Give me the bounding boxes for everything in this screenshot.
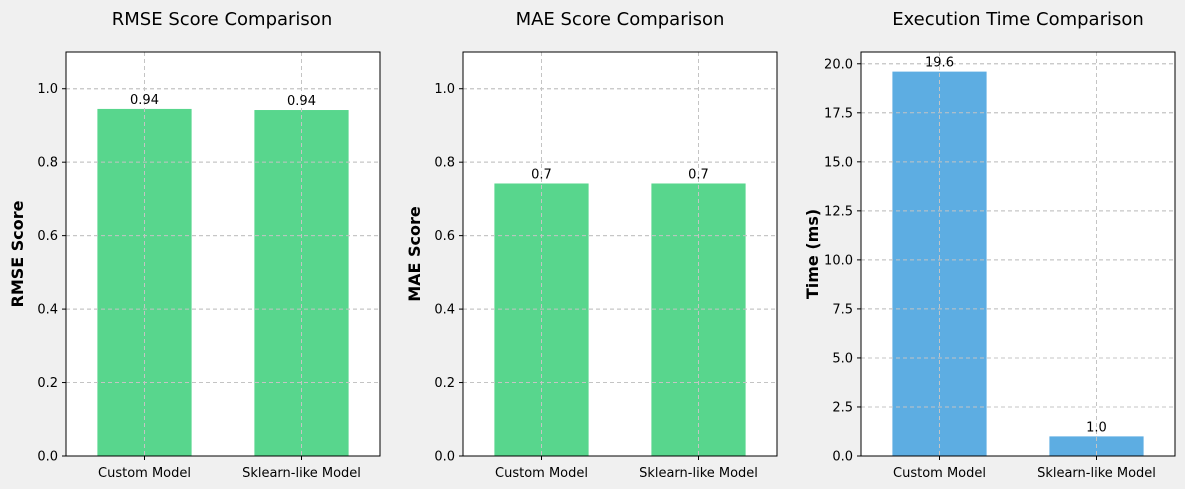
rmse-y-tick-label: 0.6 — [37, 229, 58, 244]
time-y-tick-label: 7.5 — [832, 302, 853, 317]
rmse-y-tick-label: 0.4 — [37, 303, 58, 318]
mae-x-tick-label: Sklearn-like Model — [639, 466, 758, 481]
time-y-tick-label: 15.0 — [824, 155, 853, 170]
time-y-tick-label: 20.0 — [824, 57, 853, 72]
rmse-y-tick-label: 0.0 — [37, 450, 58, 465]
mae-chart: MAE Score Comparison 0.0 0.2 0.4 0.6 0.8 1.0 0.… — [405, 9, 778, 481]
rmse-chart-title: RMSE Score Comparison — [112, 9, 332, 30]
time-y-axis-label: Time (ms) — [803, 209, 822, 299]
time-plot-border — [860, 51, 1176, 457]
rmse-y-tick-label: 0.2 — [37, 376, 58, 391]
rmse-y-tick-label: 0.8 — [37, 156, 58, 171]
time-chart-title: Execution Time Comparison — [892, 9, 1144, 30]
mae-data-label: 0.7 — [688, 167, 709, 182]
time-y-tick-label: 2.5 — [832, 400, 853, 415]
rmse-data-label: 0.94 — [287, 94, 316, 109]
mae-y-tick-label: 0.2 — [434, 376, 455, 391]
mae-data-label: 0.7 — [531, 167, 552, 182]
time-x-tick-label: Sklearn-like Model — [1037, 466, 1156, 481]
time-y-tick-label: 0.0 — [832, 450, 853, 465]
time-y-tick-label: 17.5 — [824, 106, 853, 121]
time-y-tick-label: 10.0 — [824, 253, 853, 268]
time-data-label: 1.0 — [1086, 420, 1107, 435]
rmse-chart: RMSE Score Comparison 0.0 0.2 0.4 0.6 0.8 1.0 0… — [8, 9, 381, 481]
mae-y-tick-label: 0.4 — [434, 303, 455, 318]
time-y-tick-label: 12.5 — [824, 204, 853, 219]
mae-y-axis-label: MAE Score — [405, 206, 424, 302]
rmse-y-axis-label: RMSE Score — [8, 200, 27, 307]
mae-x-tick-label: Custom Model — [495, 466, 588, 481]
rmse-x-tick-label: Custom Model — [98, 466, 191, 481]
mae-y-tick-label: 1.0 — [434, 82, 455, 97]
rmse-y-tick-label: 1.0 — [37, 82, 58, 97]
mae-y-tick-label: 0.8 — [434, 156, 455, 171]
mae-plot-border — [462, 51, 778, 457]
rmse-x-tick-label: Sklearn-like Model — [242, 466, 361, 481]
rmse-plot-border — [65, 51, 381, 457]
time-x-tick-label: Custom Model — [893, 466, 986, 481]
mae-y-tick-label: 0.0 — [434, 450, 455, 465]
execution-time-chart: Execution Time Comparison 0.0 2.5 5.0 7.5 10.… — [803, 9, 1176, 481]
rmse-data-label: 0.94 — [130, 93, 159, 108]
mae-chart-title: MAE Score Comparison — [516, 9, 725, 30]
time-data-label: 19.6 — [925, 56, 954, 71]
mae-y-tick-label: 0.6 — [434, 229, 455, 244]
time-y-tick-label: 5.0 — [832, 351, 853, 366]
